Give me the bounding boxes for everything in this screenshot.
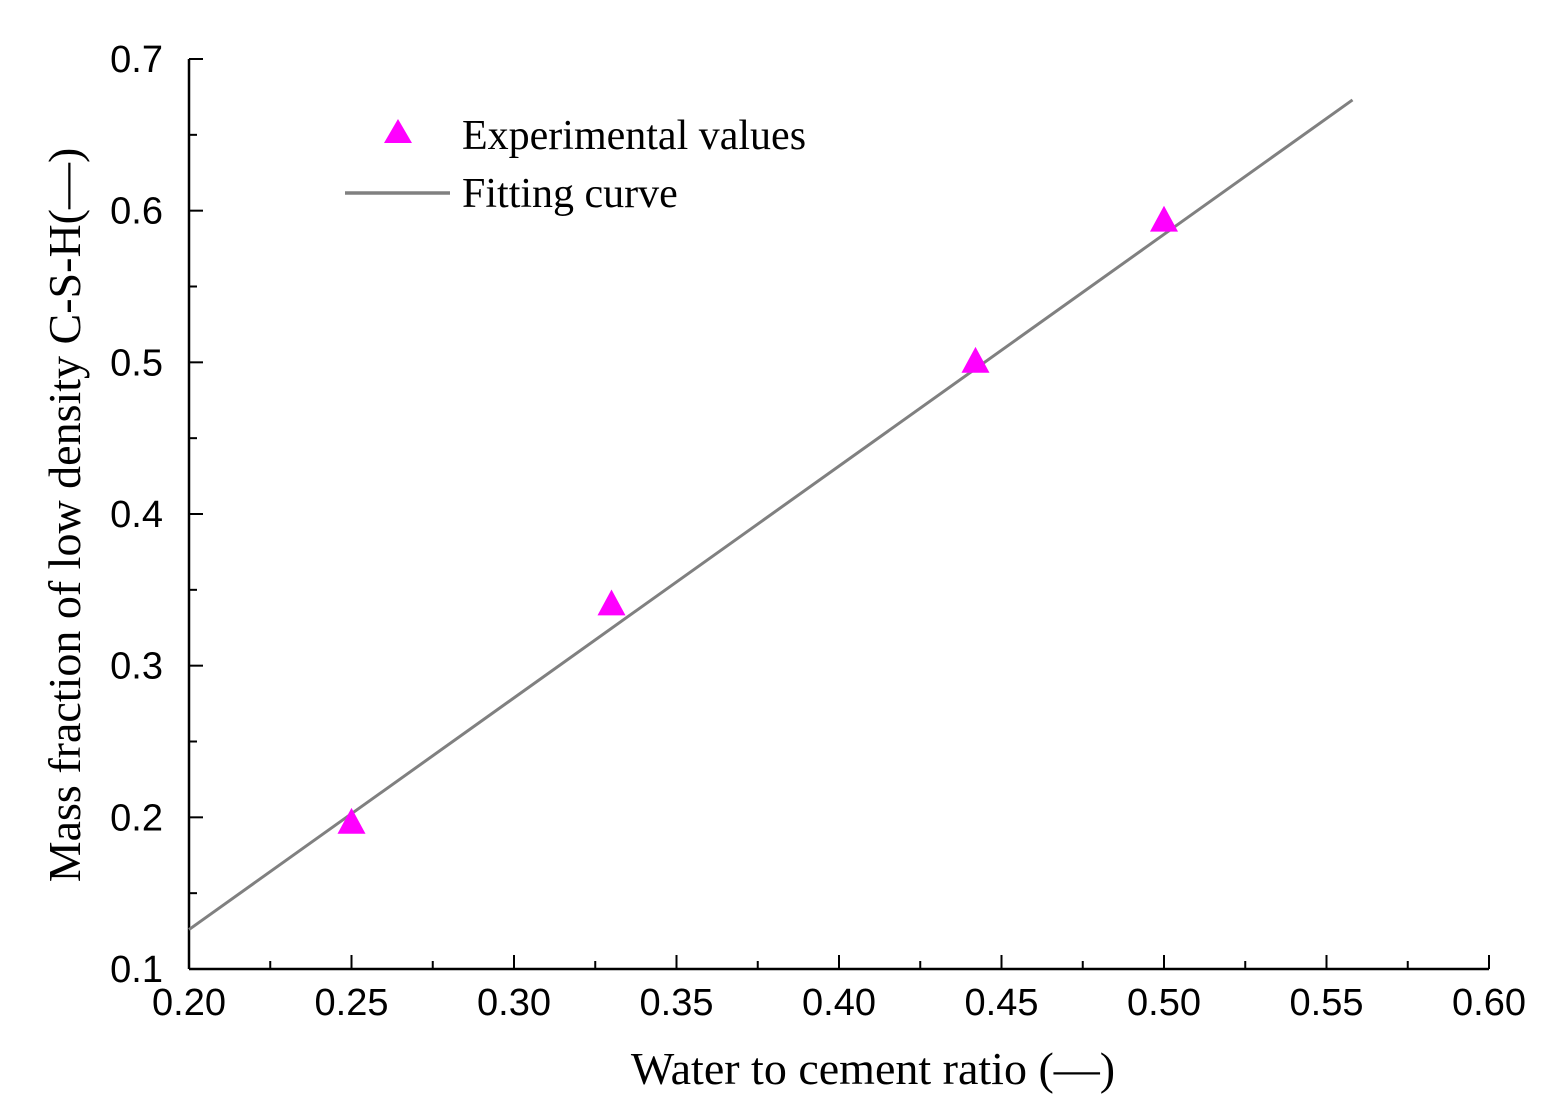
experimental-point — [597, 589, 626, 616]
experimental-point — [961, 346, 990, 373]
axes — [187, 59, 1489, 971]
y-tick-label: 0.4 — [110, 494, 163, 536]
y-tick-label: 0.5 — [110, 342, 163, 384]
x-ticks: 0.20 0.25 0.30 0.35 0.40 0.45 0.50 0.55 0.60 — [152, 955, 1526, 1024]
legend-label-experimental: Experimental values — [462, 113, 806, 159]
fitting-curve-line — [188, 98, 1354, 931]
legend-marker-experimental — [384, 119, 412, 143]
experimental-point — [337, 807, 366, 834]
x-axis-title: Water to cement ratio (—) — [631, 1043, 1115, 1094]
x-tick-label: 0.50 — [1127, 982, 1201, 1024]
x-tick-label: 0.60 — [1452, 982, 1526, 1024]
experimental-point — [1150, 205, 1178, 232]
x-tick-label: 0.55 — [1290, 982, 1364, 1024]
y-tick-label: 0.1 — [110, 949, 163, 991]
y-tick-label: 0.3 — [110, 646, 163, 688]
legend-label-fitting: Fitting curve — [462, 171, 678, 217]
x-tick-label: 0.45 — [965, 982, 1039, 1024]
x-tick-label: 0.20 — [152, 982, 226, 1024]
x-tick-label: 0.40 — [802, 982, 876, 1024]
y-ticks: 0.1 0.2 0.3 0.4 0.5 0.6 0.7 — [110, 39, 203, 991]
y-axis-title: Mass fraction of low density C-S-H(—) — [39, 148, 90, 883]
x-tick-label: 0.35 — [640, 982, 714, 1024]
x-tick-label: 0.25 — [315, 982, 389, 1024]
legend: Experimental values Fitting curve — [345, 113, 806, 217]
x-tick-label: 0.30 — [477, 982, 551, 1024]
y-tick-label: 0.6 — [110, 191, 163, 233]
plot-series — [188, 98, 1354, 931]
y-tick-label: 0.7 — [110, 39, 163, 81]
y-tick-label: 0.2 — [110, 797, 163, 839]
